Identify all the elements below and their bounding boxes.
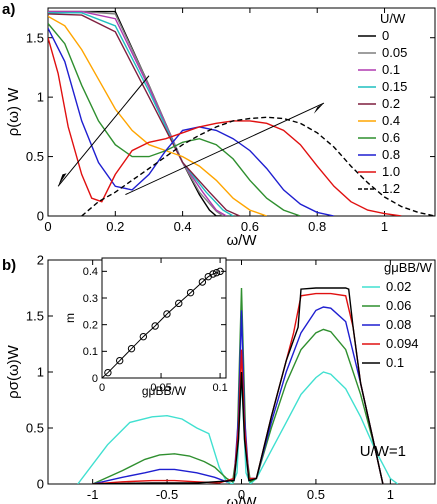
inset-xtick-label: 0.1 bbox=[212, 382, 227, 394]
panel-b-xtick-label: -0.5 bbox=[156, 487, 178, 502]
panel-b-xtick-label: -1 bbox=[87, 487, 99, 502]
panel-a-series-1-2 bbox=[81, 116, 435, 216]
panel-a-legend-label-0-8: 0.8 bbox=[382, 147, 400, 162]
panel-b-chart: -1 -0.5 0 0.5 1 0 0.5 1 1.5 2 ω/W ρσ(ω)W gμBB/W 0.02 0… bbox=[5, 253, 436, 504]
inset-ytick-label: 0.4 bbox=[83, 266, 98, 278]
inset-point bbox=[104, 368, 112, 377]
inset-point bbox=[216, 267, 224, 276]
panel-a-legend-label-0: 0 bbox=[382, 28, 389, 43]
panel-a-series-0-05 bbox=[48, 10, 224, 216]
panel-b-xtick-label: 0 bbox=[238, 487, 245, 502]
panel-b-series-0-02 bbox=[77, 371, 399, 484]
panel-a-legend-label-0-6: 0.6 bbox=[382, 130, 400, 145]
panel-a-xtick-label: 1 bbox=[381, 219, 388, 234]
panel-a-frame bbox=[47, 7, 436, 217]
panel-b-legend-label-0-02: 0.02 bbox=[386, 279, 411, 294]
panel-b-xtick-label: 1 bbox=[387, 487, 394, 502]
inset-ytick-label: 0 bbox=[92, 373, 98, 385]
inset-point bbox=[212, 268, 221, 277]
panel-a-label: a) bbox=[2, 1, 15, 18]
panel-b-ytick-label: 0 bbox=[37, 477, 44, 492]
panel-b-annotation: U/W=1 bbox=[360, 443, 406, 460]
panel-a-series-0-6 bbox=[48, 23, 301, 216]
inset-chart: 0 0.05 0.1 0 0.1 0.2 0.3 0.4 gμBB/W m bbox=[63, 257, 228, 398]
panel-a-legend-label-0-05: 0.05 bbox=[382, 45, 407, 60]
panel-b-legend-label-0-06: 0.06 bbox=[386, 298, 411, 313]
panel-a-ylabel: ρ(ω) W bbox=[5, 87, 22, 136]
panel-b-legend-title: gμBB/W bbox=[384, 260, 433, 275]
panel-a-series-0-2 bbox=[48, 13, 241, 216]
panel-b-ylabel: ρσ(ω)W bbox=[5, 344, 22, 398]
panel-a-legend-label-0-1: 0.1 bbox=[382, 62, 400, 77]
panel-b-ytick-label: 2 bbox=[37, 253, 44, 268]
inset-point bbox=[116, 356, 124, 365]
panel-a-series-1-0 bbox=[48, 37, 402, 216]
panel-a-ytick-label: 0.5 bbox=[26, 149, 44, 164]
panel-a-arrow-left-head bbox=[58, 173, 67, 187]
panel-a-xtick-label: 0.6 bbox=[241, 219, 259, 234]
panel-a-ytick-label: 0 bbox=[37, 209, 44, 224]
panel-a-series-0-15 bbox=[48, 12, 234, 216]
inset-ytick-label: 0.1 bbox=[83, 346, 98, 358]
panel-a-series-0 bbox=[48, 10, 223, 216]
panel-a-series-0-4 bbox=[48, 15, 267, 216]
panel-a-legend-label-1-0: 1.0 bbox=[382, 164, 400, 179]
panel-a-chart: 0 0.2 0.4 0.6 0.8 1 0 0.5 1 1.5 ω/W ρ(ω) W U/W 0 0.05 0… bbox=[5, 7, 436, 249]
inset-line bbox=[101, 270, 221, 379]
inset-point bbox=[198, 278, 207, 286]
inset-frame bbox=[101, 257, 227, 379]
inset-point bbox=[163, 310, 171, 318]
panel-a-xtick-label: 0.4 bbox=[174, 219, 192, 234]
panel-a-legend-label-0-4: 0.4 bbox=[382, 113, 400, 128]
panel-a-ytick-label: 1.5 bbox=[26, 30, 44, 45]
panel-a-xtick-label: 0.8 bbox=[308, 219, 326, 234]
inset-xlabel: gμBB/W bbox=[142, 384, 187, 398]
panel-a-series-0-1 bbox=[48, 10, 227, 216]
inset-point bbox=[127, 344, 136, 353]
panel-b-ytick-label: 0.5 bbox=[26, 421, 44, 436]
panel-b-xlabel: ω/W bbox=[226, 494, 257, 504]
inset-point bbox=[151, 322, 159, 330]
panel-a-arrow-right-head bbox=[313, 103, 324, 114]
inset-ytick-label: 0.3 bbox=[83, 293, 98, 305]
inset-ytick-label: 0.2 bbox=[83, 320, 98, 332]
panel-b-label: b) bbox=[2, 257, 16, 274]
panel-b-legend-label-0-1: 0.1 bbox=[386, 355, 404, 370]
panel-b-ytick-label: 1 bbox=[37, 365, 44, 380]
panel-a-legend-title: U/W bbox=[380, 11, 406, 26]
panel-a-ytick-label: 1 bbox=[37, 90, 44, 105]
panel-b-ytick-label: 1.5 bbox=[26, 309, 44, 324]
panel-a-xtick-label: 0 bbox=[44, 219, 51, 234]
inset-point bbox=[209, 270, 217, 278]
panel-a-xlabel: ω/W bbox=[226, 232, 257, 249]
inset-ylabel: m bbox=[63, 313, 77, 323]
panel-a-legend-label-1-2: 1.2 bbox=[382, 181, 400, 196]
panel-a-legend-label-0-15: 0.15 bbox=[382, 79, 407, 94]
inset-xtick-label: 0 bbox=[99, 382, 105, 394]
inset-point bbox=[186, 288, 195, 297]
panel-a-series-0-8 bbox=[48, 27, 335, 216]
panel-a-xtick-label: 0.2 bbox=[106, 219, 124, 234]
panel-b-series-0-1 bbox=[92, 287, 384, 484]
panel-b-legend-label-0-094: 0.094 bbox=[386, 336, 419, 351]
panel-a-legend-label-0-2: 0.2 bbox=[382, 96, 400, 111]
panel-a-arrow-right bbox=[125, 102, 325, 196]
inset-point bbox=[175, 299, 183, 308]
inset-point bbox=[139, 332, 148, 341]
inset-xtick-label: 0.05 bbox=[150, 382, 171, 394]
panel-b-xtick-label: 0.5 bbox=[307, 487, 325, 502]
panel-a-arrow-left bbox=[57, 75, 150, 187]
panel-b-legend-label-0-08: 0.08 bbox=[386, 317, 411, 332]
